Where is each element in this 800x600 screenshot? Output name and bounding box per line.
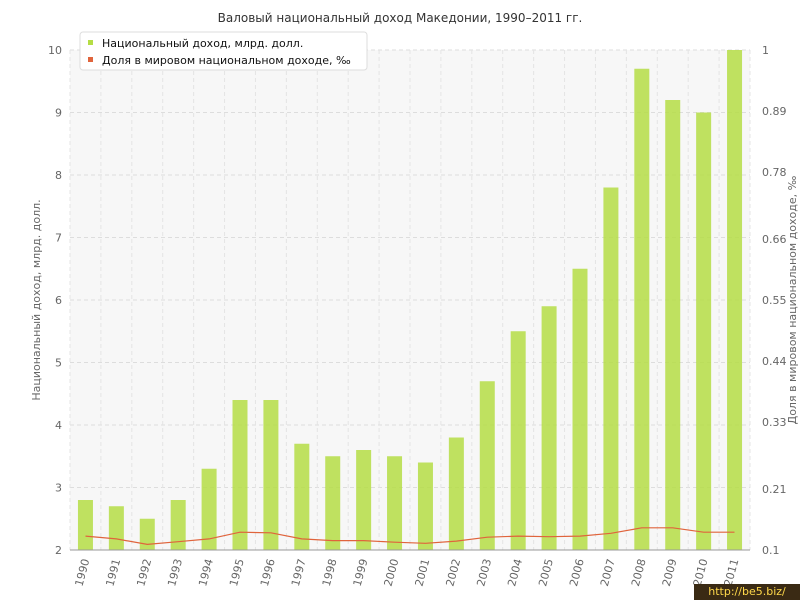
y-ticks-right: 0.1 0.21 0.33 0.44 0.55 0.66 0.78 0.89 1 [762, 44, 787, 557]
y-tick-label-left: 5 [55, 357, 62, 370]
y-tick-label-left: 8 [55, 169, 62, 182]
bar-1995 [232, 400, 248, 550]
bar-2009 [665, 100, 681, 550]
x-tick-label: 1996 [258, 557, 278, 587]
x-tick-label: 2008 [629, 557, 649, 587]
bar-2003 [479, 381, 495, 550]
bar-2008 [634, 68, 650, 550]
bar-1991 [108, 506, 124, 550]
x-tick-label: 1998 [320, 557, 340, 587]
y-tick-label-left: 10 [48, 44, 62, 57]
x-ticks: 1990 1991 1992 1993 1994 1995 1996 1997 1998 1999… [73, 557, 742, 587]
bar-2002 [448, 437, 464, 550]
y-ticks-left: 2 3 4 5 6 7 8 9 10 [48, 44, 62, 557]
legend-box [79, 31, 368, 71]
bar-1990 [77, 500, 93, 550]
y-tick-label-left: 9 [55, 107, 62, 120]
y-axis-title-right: Доля в мировом национальном доходе, ‰ [786, 175, 799, 424]
bar-1999 [356, 450, 372, 550]
bar-2011 [727, 50, 743, 550]
y-tick-label-right: 0.89 [762, 105, 787, 118]
y-tick-label-right: 0.21 [762, 483, 787, 496]
legend-swatch-share [88, 57, 93, 62]
x-tick-label: 1990 [73, 557, 93, 587]
legend-label-income: Национальный доход, млрд. долл. [102, 37, 303, 50]
bar-1997 [294, 443, 310, 550]
x-tick-label: 2007 [598, 557, 618, 587]
legend-swatch-income [88, 40, 93, 45]
y-tick-label-left: 6 [55, 294, 62, 307]
y-axis-title-left: Национальный доход, млрд. долл. [30, 199, 43, 400]
watermark: http://be5.biz/ [694, 584, 800, 600]
x-tick-label: 1991 [103, 557, 123, 587]
bar-1996 [263, 400, 279, 550]
x-tick-label: 2000 [382, 557, 402, 587]
bar-1998 [325, 456, 341, 550]
y-tick-label-right: 0.66 [762, 233, 787, 246]
x-tick-label: 2005 [536, 557, 556, 587]
bar-2006 [572, 268, 588, 550]
x-tick-label: 1995 [227, 557, 247, 587]
bar-2004 [510, 331, 526, 550]
bar-1992 [139, 518, 155, 550]
x-tick-label: 2002 [443, 557, 463, 587]
x-tick-label: 1997 [289, 557, 309, 587]
bar-1993 [170, 500, 186, 550]
bar-2007 [603, 187, 619, 550]
y-tick-label-right: 0.33 [762, 416, 787, 429]
bar-2001 [417, 462, 433, 550]
y-tick-label-left: 3 [55, 482, 62, 495]
y-tick-label-right: 0.44 [762, 355, 787, 368]
bars [77, 50, 743, 550]
y-tick-label-left: 2 [55, 544, 62, 557]
x-tick-label: 1994 [196, 557, 216, 587]
bar-1994 [201, 468, 217, 550]
bar-2005 [541, 306, 557, 550]
x-tick-label: 2009 [660, 557, 680, 587]
legend: Национальный доход, млрд. долл. Доля в м… [79, 31, 368, 71]
grid [69, 49, 751, 550]
y-tick-label-left: 7 [55, 232, 62, 245]
y-tick-label-left: 4 [55, 419, 62, 432]
share-line [85, 527, 735, 546]
bar-2000 [387, 456, 403, 550]
x-tick-label: 1993 [165, 557, 185, 587]
x-tick-label: 1992 [134, 557, 154, 587]
x-tick-label: 2001 [413, 557, 433, 587]
y-tick-label-right: 0.55 [762, 294, 787, 307]
x-tick-label: 2004 [505, 557, 525, 587]
x-tick-label: 2003 [474, 557, 494, 587]
x-tick-label: 1999 [351, 557, 371, 587]
y-tick-label-right: 1 [762, 44, 769, 57]
x-tick-label: 2006 [567, 557, 587, 587]
y-tick-label-right: 0.78 [762, 166, 787, 179]
bar-2010 [696, 112, 712, 550]
legend-label-share: Доля в мировом национальном доходе, ‰ [102, 54, 351, 67]
y-tick-label-right: 0.1 [762, 544, 780, 557]
chart-title: Валовый национальный доход Македонии, 19… [218, 11, 583, 25]
